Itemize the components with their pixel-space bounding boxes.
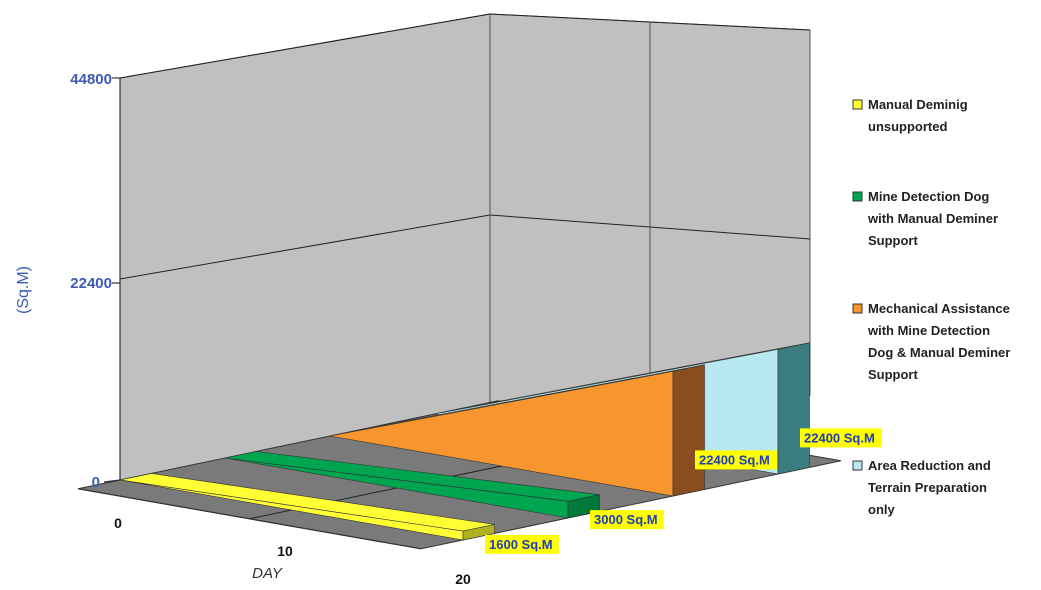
y-tick-label: 0 — [92, 474, 100, 491]
legend-swatch — [852, 191, 863, 202]
legend-entry: Area Reduction and Terrain Preparation onl… — [868, 458, 991, 517]
data-label: 22400 Sq.M — [699, 452, 770, 467]
data-label: 3000 Sq.M — [594, 512, 658, 527]
data-labels: 22400 Sq.M 22400 Sq.M 3000 Sq.M 1600 Sq.M — [485, 428, 882, 554]
data-label: 1600 Sq.M — [489, 537, 553, 552]
x-axis-line — [77, 488, 422, 550]
legend-swatch — [852, 99, 863, 110]
gridline — [119, 214, 491, 280]
legend-swatch — [852, 303, 863, 314]
data-label-box — [485, 534, 559, 554]
y-tick-label: 22400 — [70, 275, 112, 292]
x-axis-label: DAY — [252, 565, 283, 582]
data-label-box — [590, 510, 664, 530]
y-tick — [103, 479, 121, 483]
legend: Manual Deminig unsupported Mine Detection… — [852, 97, 1010, 517]
legend-entry: Mechanical Assistance with Mine Detection… — [867, 301, 1010, 382]
data-label-box — [695, 450, 777, 470]
axes-group — [77, 77, 422, 550]
series-end-cap — [462, 524, 495, 541]
legend-entry: Manual Deminig unsupported — [868, 97, 968, 134]
x-tick-label: 0 — [114, 515, 122, 531]
series-group — [119, 342, 810, 541]
y-axis-label: (Sq.M) — [15, 266, 32, 314]
data-label: 22400 Sq.M — [804, 430, 875, 445]
gridline — [119, 13, 491, 79]
series-end-cap — [672, 364, 705, 497]
x-tick-label: 20 — [455, 571, 471, 587]
legend-swatch — [852, 460, 863, 471]
x-tick-label: 10 — [277, 543, 293, 559]
y-tick-label: 44800 — [70, 71, 112, 88]
legend-entry: Mine Detection Dog with Manual Deminer Sup… — [867, 189, 998, 248]
data-label-box — [800, 428, 882, 448]
series-end-cap — [777, 342, 810, 475]
